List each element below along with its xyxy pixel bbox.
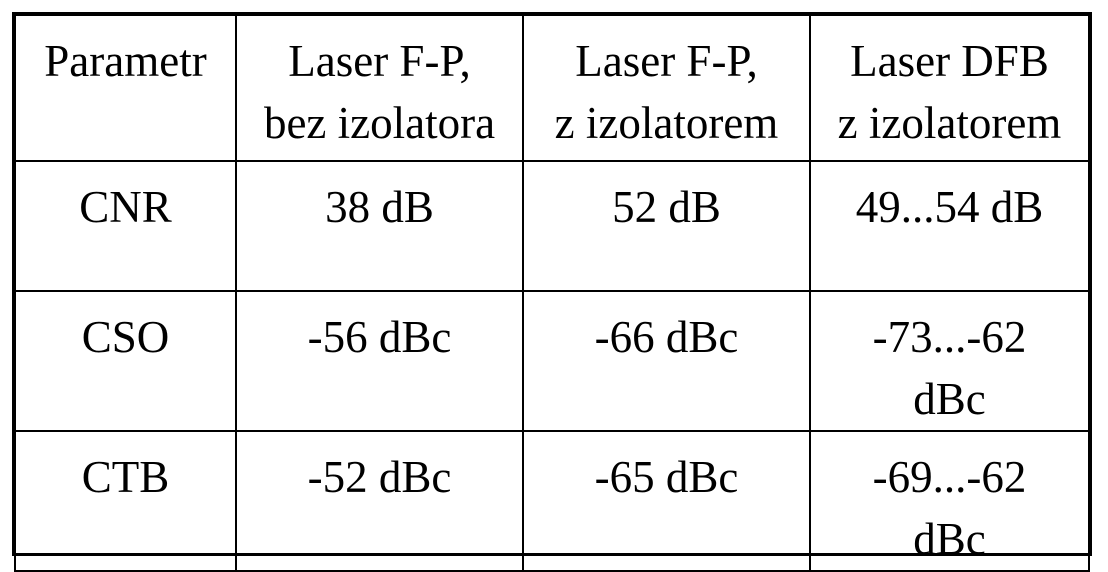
cell-parameter: CSO: [14, 290, 237, 432]
header-text: bez izolatora: [263, 98, 496, 148]
table-header-row: Parametr Laser F-P, bez izolatora Laser …: [14, 14, 1090, 162]
parameter-comparison-table: Parametr Laser F-P, bez izolatora Laser …: [14, 14, 1090, 572]
cell-fp-with-isolator: -66 dBc: [522, 290, 811, 432]
cell-text: CTB: [81, 452, 170, 502]
cell-text: -69...-62: [872, 452, 1027, 502]
header-text: Parametr: [44, 36, 207, 86]
cell-text: dBc: [913, 374, 986, 424]
cell-text: CNR: [79, 182, 172, 232]
header-text: z izolatorem: [837, 98, 1062, 148]
cell-text: 52 dB: [612, 182, 721, 232]
cell-parameter: CNR: [14, 160, 237, 292]
cell-fp-without-isolator: 38 dB: [235, 160, 524, 292]
cell-dfb-with-isolator: -69...-62 dBc: [809, 430, 1090, 572]
cell-text: -52 dBc: [307, 452, 452, 502]
header-text: Laser F-P,: [288, 36, 471, 86]
cell-text: CSO: [81, 312, 170, 362]
cell-text: -73...-62: [872, 312, 1027, 362]
header-cell-parameter: Parametr: [14, 14, 237, 162]
header-text: Laser DFB: [850, 36, 1049, 86]
cell-text: -56 dBc: [307, 312, 452, 362]
cell-text: 49...54 dB: [855, 182, 1044, 232]
cell-text: dBc: [913, 514, 986, 564]
table-row-cnr: CNR 38 dB 52 dB 49...54 dB: [14, 160, 1090, 292]
cell-text: 38 dB: [325, 182, 434, 232]
header-cell-fp-without-isolator: Laser F-P, bez izolatora: [235, 14, 524, 162]
header-text: Laser F-P,: [575, 36, 758, 86]
header-cell-fp-with-isolator: Laser F-P, z izolatorem: [522, 14, 811, 162]
cell-dfb-with-isolator: -73...-62 dBc: [809, 290, 1090, 432]
cell-fp-without-isolator: -52 dBc: [235, 430, 524, 572]
header-text: z izolatorem: [554, 98, 779, 148]
cell-parameter: CTB: [14, 430, 237, 572]
cell-text: -65 dBc: [594, 452, 739, 502]
table-row-ctb: CTB -52 dBc -65 dBc -69...-62 dBc: [14, 430, 1090, 572]
cell-dfb-with-isolator: 49...54 dB: [809, 160, 1090, 292]
cell-fp-with-isolator: -65 dBc: [522, 430, 811, 572]
cell-fp-with-isolator: 52 dB: [522, 160, 811, 292]
cell-fp-without-isolator: -56 dBc: [235, 290, 524, 432]
cell-text: -66 dBc: [594, 312, 739, 362]
header-cell-dfb-with-isolator: Laser DFB z izolatorem: [809, 14, 1090, 162]
table-row-cso: CSO -56 dBc -66 dBc -73...-62 dBc: [14, 290, 1090, 432]
